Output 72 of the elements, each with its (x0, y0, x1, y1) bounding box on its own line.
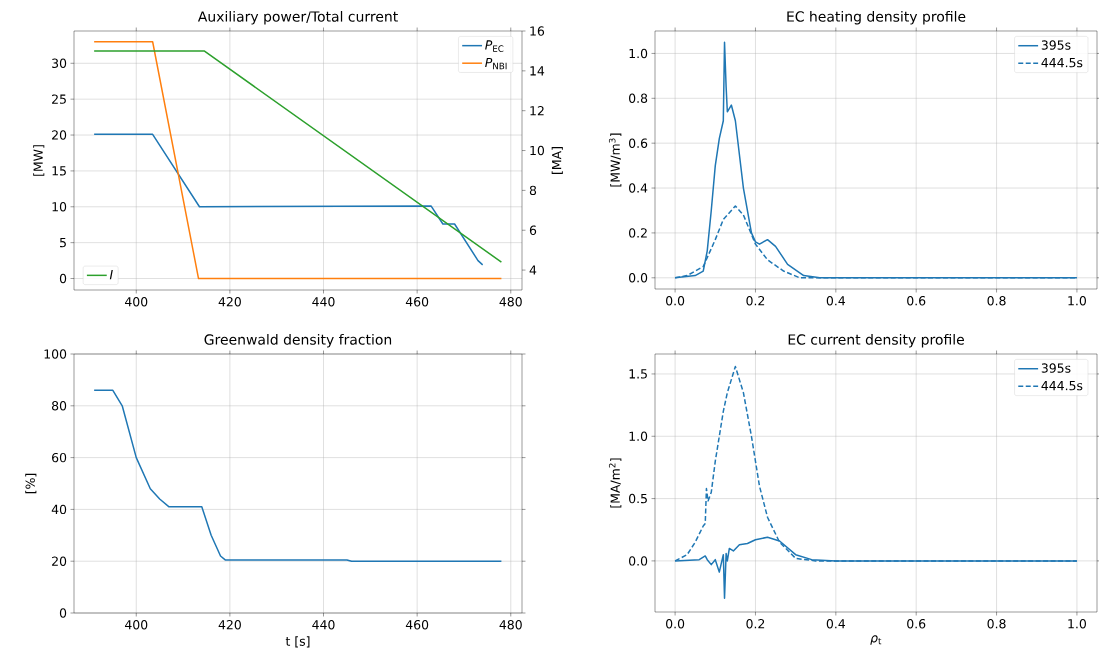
y-axis-title: [MA/m$^{2}$] (608, 458, 622, 508)
x-tick-label: 420 (218, 297, 241, 307)
y2-tick-label: 10 (530, 145, 545, 156)
x-tick-label: 440 (312, 620, 335, 630)
x-tick-label: 460 (405, 297, 429, 307)
y-tick-label: 80 (51, 401, 67, 411)
y-tick-label: 1.0 (629, 431, 648, 441)
x-tick-label: 0.2 (746, 296, 765, 306)
legend-label: I (109, 270, 113, 280)
y2-axis-title: [MA] (551, 147, 563, 174)
y2-tick-label: 14 (530, 66, 545, 76)
y-tick-label: 25 (52, 94, 66, 104)
y-tick-label: 20 (52, 556, 67, 566)
y-tick-label: 0 (59, 608, 67, 618)
legend-label: P$_{EC}$ (485, 40, 504, 52)
legend-label: P$_{NBI}$ (485, 57, 507, 70)
y2-tick-label: 6 (529, 225, 537, 235)
x-tick-label: 1.0 (1068, 619, 1086, 629)
x-tick-label: 0.6 (907, 296, 926, 306)
x-tick-label: 400 (124, 620, 148, 630)
legend-label: 395s (1041, 363, 1071, 373)
x-axis-title: ρ$_{t}$ (870, 635, 882, 645)
y2-tick-label: 12 (530, 106, 544, 116)
y-axis-title: [MW/m$^{3}$] (608, 133, 622, 187)
y-tick-label: 0.5 (629, 493, 647, 504)
line-series (93, 389, 503, 562)
x-tick-label: 0.0 (666, 296, 685, 306)
x-tick-label: 0.8 (987, 296, 1006, 306)
y-tick-label: 0.8 (629, 93, 648, 104)
y2-tick-label: 8 (529, 185, 537, 196)
y-tick-label: 0.2 (629, 228, 647, 238)
chart-title: EC heating density profile (787, 10, 966, 25)
x-axis-title: t [s] (285, 636, 310, 648)
y2-tick-label: 4 (529, 265, 537, 275)
x-tick-label: 420 (218, 620, 241, 630)
x-tick-label: 440 (312, 297, 335, 307)
y-axis-title: [%] (25, 473, 37, 494)
y-axis-title: [MW] (33, 145, 45, 176)
x-tick-label: 400 (124, 297, 148, 307)
chart-title: Auxiliary power/Total current (197, 11, 398, 25)
y-tick-label: 30 (52, 58, 67, 68)
y-tick-label: 0.4 (629, 183, 648, 193)
y-tick-label: 1.0 (629, 48, 648, 59)
x-tick-label: 0.8 (987, 619, 1006, 629)
x-tick-label: 0.6 (907, 619, 926, 629)
y-tick-label: 20 (52, 130, 67, 140)
x-tick-label: 0.4 (826, 619, 846, 629)
x-tick-label: 0.2 (746, 619, 765, 629)
y-tick-label: 60 (52, 452, 67, 463)
y-tick-label: 15 (52, 166, 66, 176)
x-tick-label: 480 (499, 297, 522, 307)
legend-label: 444.5s (1041, 58, 1083, 68)
chart-title: EC current density profile (788, 334, 964, 348)
y-tick-label: 10 (52, 202, 67, 212)
y-tick-label: 100 (44, 349, 67, 359)
legend-label: 444.5s (1041, 381, 1083, 391)
y-tick-label: 0.6 (629, 138, 648, 148)
x-tick-label: 460 (405, 620, 429, 630)
y-tick-label: 5 (60, 238, 66, 248)
x-tick-label: 480 (499, 620, 522, 630)
y-tick-label: 0 (59, 273, 67, 284)
y-tick-label: 0.0 (629, 556, 648, 566)
line-series (93, 133, 484, 266)
legend-label: 395s (1041, 40, 1071, 50)
y-tick-label: 0.0 (629, 273, 648, 283)
x-tick-label: 0.4 (826, 296, 846, 306)
chart-title: Greenwald density fraction (204, 334, 392, 348)
x-tick-label: 1.0 (1068, 296, 1086, 306)
y-tick-label: 1.5 (629, 369, 647, 379)
x-tick-label: 0.0 (666, 619, 685, 629)
y-tick-label: 40 (51, 504, 67, 515)
y2-tick-label: 16 (530, 26, 545, 36)
